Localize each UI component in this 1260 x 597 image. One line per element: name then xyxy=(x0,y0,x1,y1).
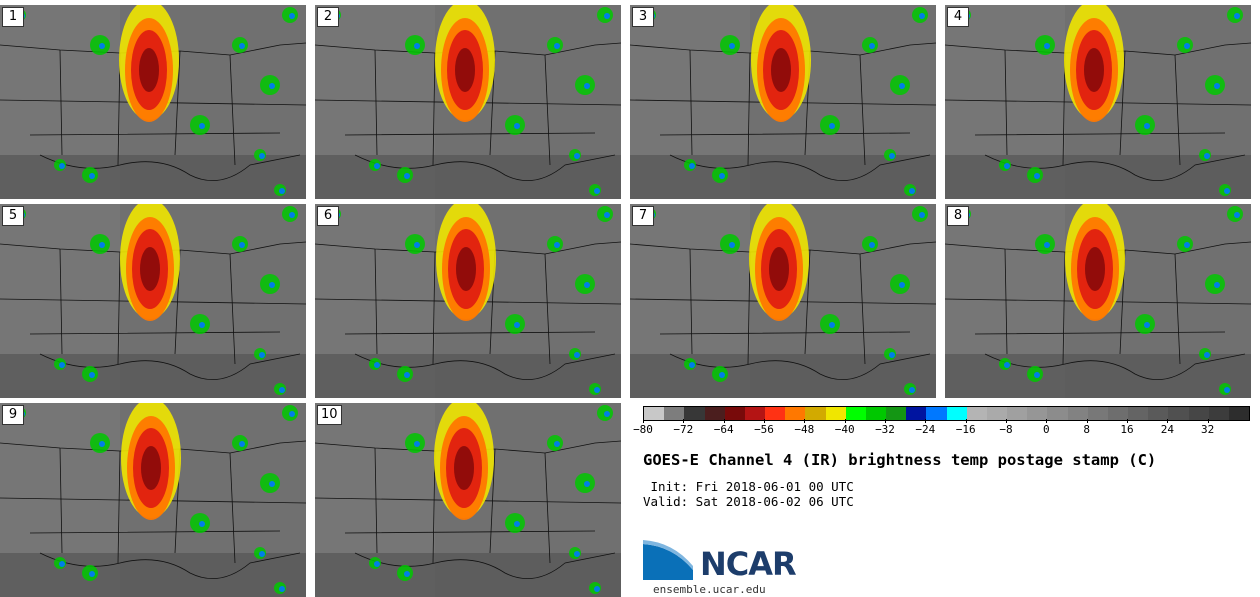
colorbar-segment xyxy=(805,407,826,420)
colorbar-segment xyxy=(1067,407,1088,420)
member-label: 6 xyxy=(317,206,339,226)
colorbar-segment xyxy=(825,407,846,420)
ncar-logo-text: NCAR xyxy=(700,545,797,583)
colorbar-tickmark xyxy=(1006,419,1007,423)
colorbar-segment xyxy=(1168,407,1189,420)
member-label: 5 xyxy=(2,206,24,226)
colorbar-segment xyxy=(1087,407,1108,420)
colorbar-tick-label: −64 xyxy=(713,423,734,436)
colorbar-tickmark xyxy=(925,419,927,423)
colorbar-segment xyxy=(1007,407,1028,420)
colorbar-tickmark xyxy=(1046,419,1048,423)
colorbar-segment xyxy=(744,407,766,420)
colorbar-tickmark xyxy=(965,419,967,423)
member-label: 7 xyxy=(632,206,654,226)
colorbar-segment xyxy=(865,407,887,420)
map-panel-9: 9 xyxy=(0,403,306,597)
colorbar-segment xyxy=(704,407,725,420)
colorbar-tick-label: −72 xyxy=(673,423,694,436)
colorbar-tickmark xyxy=(1086,419,1088,423)
colorbar-segment xyxy=(1128,407,1149,420)
colorbar-segment xyxy=(946,407,967,420)
colorbar-segment xyxy=(724,407,745,420)
colorbar-tick-label: 24 xyxy=(1160,423,1174,436)
ncar-logo-icon xyxy=(643,540,693,580)
colorbar-tick-label: −56 xyxy=(754,423,774,436)
member-label: 3 xyxy=(632,7,654,27)
colorbar-tick-label: 32 xyxy=(1201,423,1215,436)
member-label: 1 xyxy=(2,7,24,27)
colorbar-segment xyxy=(1188,407,1209,420)
colorbar-tick-label: −80 xyxy=(633,423,653,436)
colorbar-segment xyxy=(1228,407,1250,420)
colorbar-tick-label: −40 xyxy=(834,423,855,436)
colorbar-tick-label: 0 xyxy=(1043,423,1050,436)
colorbar-tickmark xyxy=(1127,419,1128,423)
colorbar-tick-label: 16 xyxy=(1120,423,1134,436)
map-panel-6: 6 xyxy=(315,204,621,398)
map-panel-8: 8 xyxy=(945,204,1251,398)
colorbar-segment xyxy=(664,407,685,420)
colorbar-segment xyxy=(1027,407,1048,420)
member-label: 4 xyxy=(947,7,969,27)
colorbar-tick-label: −8 xyxy=(999,423,1013,436)
member-label: 9 xyxy=(2,405,24,425)
site-url: ensemble.ucar.edu xyxy=(653,583,766,596)
colorbar-tick-label: −24 xyxy=(915,423,936,436)
colorbar-segment xyxy=(765,407,786,420)
colorbar-segment xyxy=(1107,407,1129,420)
colorbar-segment xyxy=(966,407,987,420)
member-label: 2 xyxy=(317,7,339,27)
map-panel-5: 5 xyxy=(0,204,306,398)
map-panel-4: 4 xyxy=(945,5,1251,199)
map-panel-3: 3 xyxy=(630,5,936,199)
valid-time: Valid: Sat 2018-06-02 06 UTC xyxy=(643,494,854,509)
map-panel-1: 1 xyxy=(0,5,306,199)
colorbar xyxy=(643,406,1250,421)
colorbar-tickmark xyxy=(804,419,806,423)
colorbar-tick-label: −16 xyxy=(955,423,976,436)
colorbar-tickmark xyxy=(1167,419,1169,423)
colorbar-segment xyxy=(785,407,806,420)
figure-title: GOES-E Channel 4 (IR) brightness temp po… xyxy=(643,451,1157,469)
colorbar-segment xyxy=(986,407,1008,420)
init-time: Init: Fri 2018-06-01 00 UTC xyxy=(643,479,854,494)
map-panel-2: 2 xyxy=(315,5,621,199)
colorbar-segment xyxy=(886,407,907,420)
colorbar-tickmark xyxy=(723,419,725,423)
colorbar-segment xyxy=(1208,407,1229,420)
colorbar-tickmark xyxy=(764,419,765,423)
colorbar-segment xyxy=(906,407,927,420)
colorbar-segment xyxy=(1148,407,1169,420)
colorbar-segment xyxy=(926,407,947,420)
member-label: 8 xyxy=(947,206,969,226)
colorbar-tickmark xyxy=(1207,419,1209,423)
map-panel-7: 7 xyxy=(630,204,936,398)
map-panel-10: 10 xyxy=(315,403,621,597)
colorbar-tick-label: −48 xyxy=(794,423,815,436)
colorbar-tick-label: −32 xyxy=(875,423,895,436)
colorbar-tickmark xyxy=(885,419,886,423)
colorbar-segment xyxy=(644,407,665,420)
member-label: 10 xyxy=(317,405,342,425)
colorbar-tickmark xyxy=(844,419,846,423)
colorbar-tickmark xyxy=(683,419,685,423)
colorbar-segment xyxy=(684,407,705,420)
colorbar-tickmark xyxy=(643,419,644,423)
colorbar-segment xyxy=(1047,407,1068,420)
colorbar-tick-label: 8 xyxy=(1083,423,1090,436)
colorbar-segment xyxy=(845,407,866,420)
